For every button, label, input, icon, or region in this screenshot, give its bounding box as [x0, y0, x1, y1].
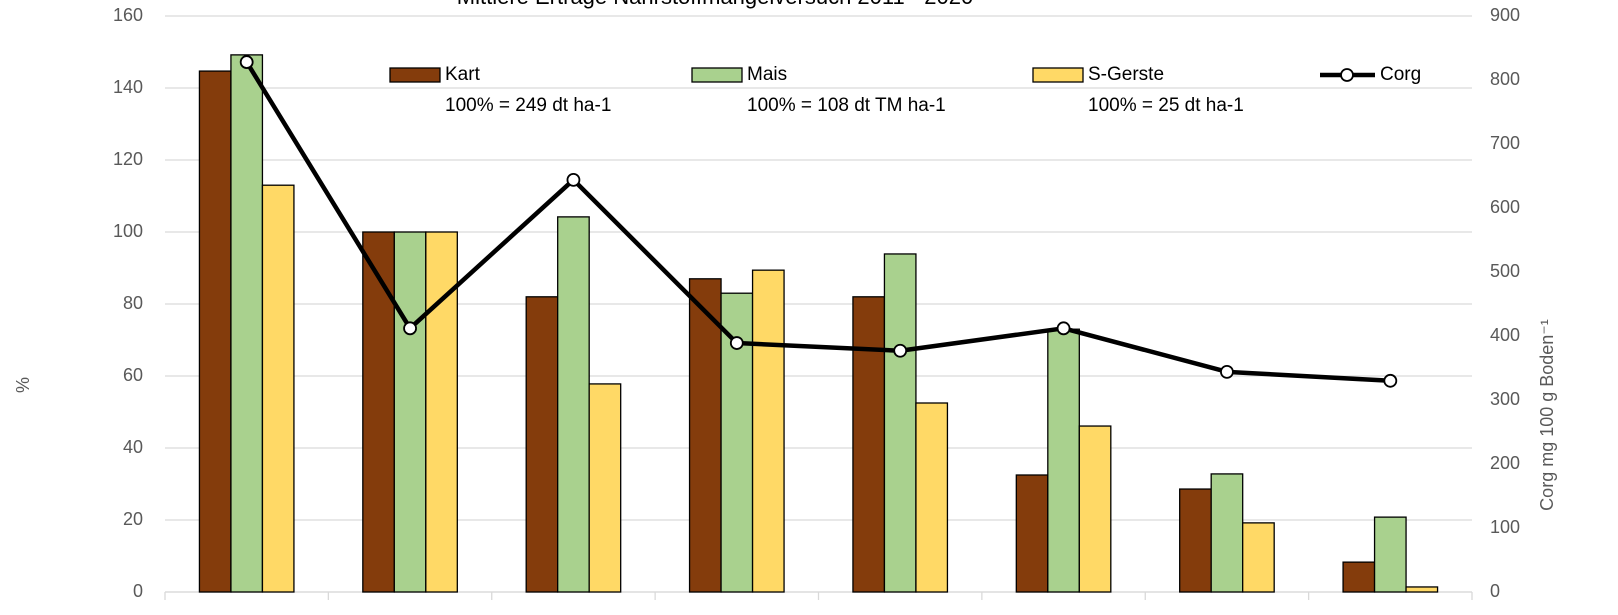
bar: [425, 231, 458, 593]
y-tick-label: 40: [123, 437, 143, 457]
y2-tick-label: 500: [1490, 261, 1520, 281]
bar: [1242, 522, 1275, 593]
legend-swatch: [389, 67, 441, 83]
bar: [525, 296, 559, 593]
bar: [751, 269, 785, 593]
y2-tick-label: 200: [1490, 453, 1520, 473]
marker: [566, 172, 581, 187]
bar: [1015, 474, 1049, 593]
y-tick-label: 120: [113, 149, 143, 169]
bar: [557, 216, 590, 593]
chart-title: Mittlere Erträge Nährstoffmangelversuch …: [457, 0, 973, 9]
bar: [883, 253, 917, 593]
y2-tick-label: 100: [1490, 517, 1520, 537]
bar: [915, 402, 949, 593]
bar: [1078, 425, 1112, 593]
bar: [393, 231, 427, 593]
marker: [1056, 321, 1071, 336]
annotation: 100% = 25 dt ha-1: [1088, 95, 1244, 116]
bar: [1373, 516, 1407, 593]
bar: [230, 54, 264, 593]
y-tick-label: 100: [113, 221, 143, 241]
legend-label: Mais: [747, 64, 787, 85]
y2-tick-label: 900: [1490, 5, 1520, 25]
bar: [588, 383, 622, 593]
bar: [261, 184, 295, 593]
annotation: 100% = 108 dt TM ha-1: [747, 95, 946, 116]
legend-label: Kart: [445, 64, 481, 85]
annotation: 100% = 249 dt ha-1: [445, 95, 611, 116]
bar: [1405, 586, 1439, 593]
y-tick-label: 60: [123, 365, 143, 385]
marker: [1383, 373, 1398, 388]
bar: [198, 70, 232, 593]
y-tick-label: 140: [113, 77, 143, 97]
y2-tick-label: 800: [1490, 69, 1520, 89]
marker: [239, 55, 254, 69]
line: [244, 60, 1391, 384]
marker: [403, 321, 417, 336]
y2-axis-label: Corg mg 100 g Boden⁻¹: [1537, 319, 1557, 511]
y-tick-label: 160: [113, 5, 143, 25]
legend-label: S-Gerste: [1088, 64, 1164, 85]
y2-tick-label: 300: [1490, 389, 1520, 409]
bar: [362, 231, 395, 593]
y-tick-label: 20: [123, 509, 143, 529]
marker: [893, 343, 908, 358]
bar: [1047, 328, 1080, 593]
y-tick-label: 0: [133, 581, 143, 601]
bar: [1342, 561, 1376, 593]
bar: [688, 278, 722, 593]
y2-tick-label: 400: [1490, 325, 1520, 345]
bar: [852, 296, 886, 593]
y2-tick-label: 600: [1490, 197, 1520, 217]
legend-label: Corg: [1380, 64, 1421, 85]
bar: [1179, 488, 1212, 593]
legend-swatch: [1032, 67, 1084, 83]
bar: [1210, 473, 1244, 593]
marker: [1220, 364, 1234, 379]
legend-marker: [1340, 68, 1354, 82]
y-axis-label: %: [13, 377, 33, 393]
y-tick-label: 80: [123, 293, 143, 313]
legend-swatch: [691, 67, 743, 83]
y2-tick-label: 0: [1490, 581, 1500, 601]
y2-tick-label: 700: [1490, 133, 1520, 153]
marker: [729, 336, 744, 350]
